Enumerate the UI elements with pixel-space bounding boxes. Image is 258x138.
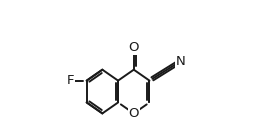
- Text: O: O: [128, 107, 139, 120]
- Text: N: N: [175, 55, 185, 68]
- Text: F: F: [67, 74, 75, 87]
- Text: O: O: [128, 41, 139, 54]
